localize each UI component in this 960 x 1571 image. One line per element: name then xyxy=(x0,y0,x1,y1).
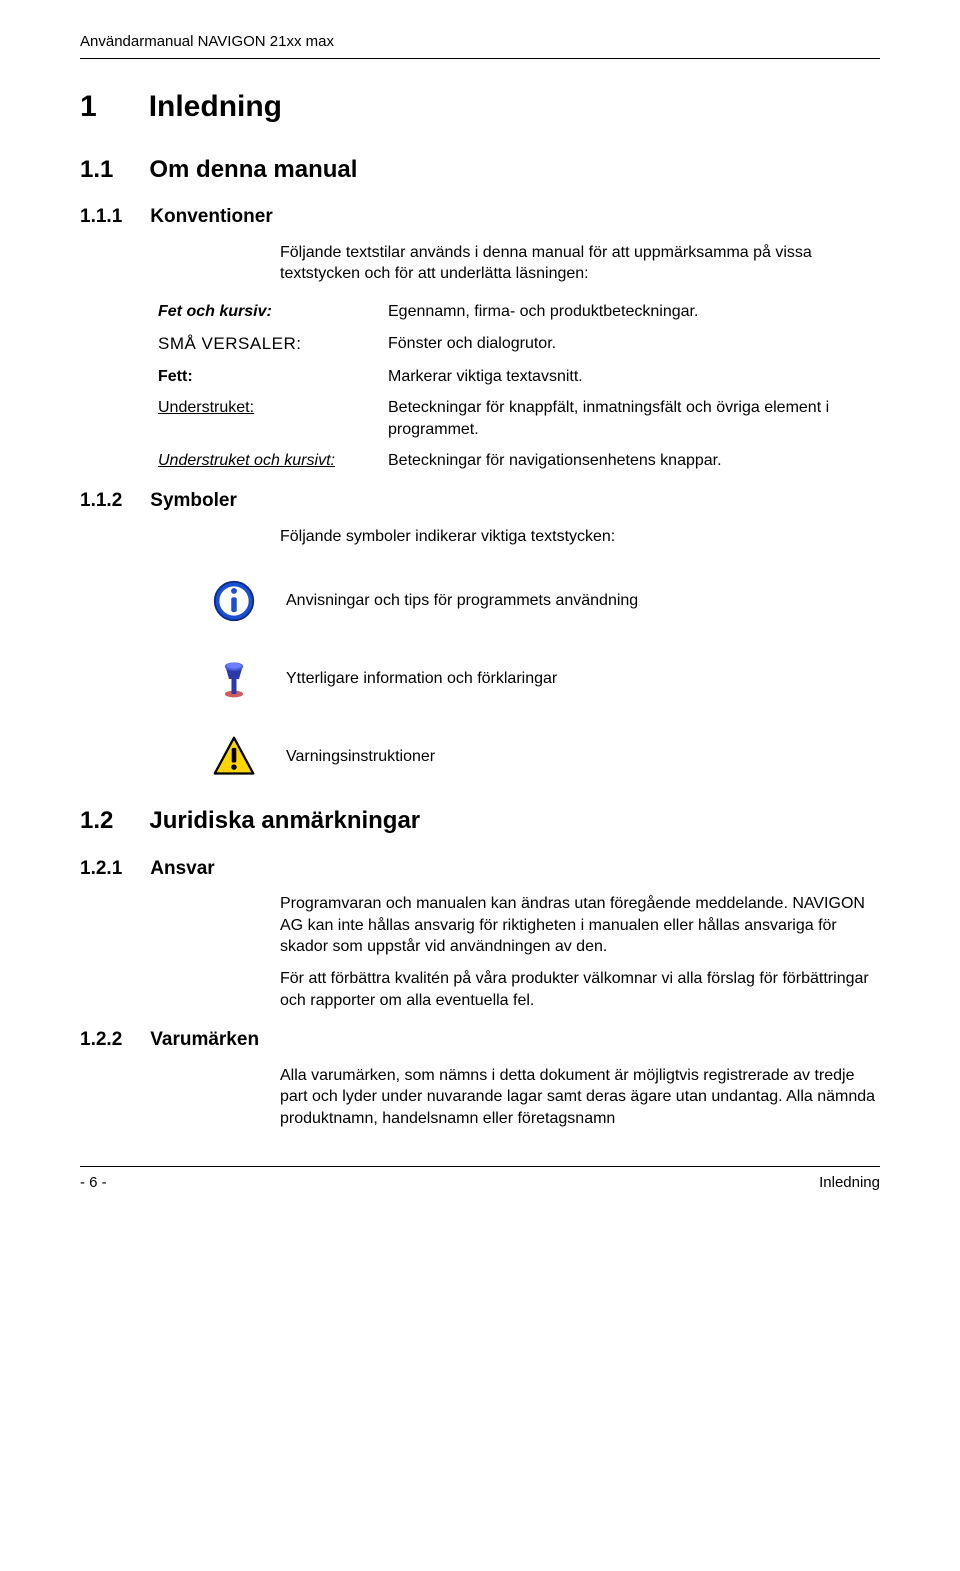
conv-desc: Beteckningar för navigationsenhetens kna… xyxy=(388,450,880,472)
paragraph: Alla varumärken, som nämns i detta dokum… xyxy=(280,1065,880,1130)
paragraph: För att förbättra kvalitén på våra produ… xyxy=(280,968,880,1011)
page-number: - 6 - xyxy=(80,1173,107,1193)
symbol-row-moreinfo: Ytterligare information och förklaringar xyxy=(210,655,880,703)
symbol-text: Anvisningar och tips för programmets anv… xyxy=(286,590,638,612)
page-footer: - 6 - Inledning xyxy=(80,1166,880,1193)
conv-term-underline: Understruket: xyxy=(158,397,388,419)
chapter-heading: 1 Inledning xyxy=(80,87,880,128)
subsection-heading-1-2-2: 1.2.2 Varumärken xyxy=(80,1027,880,1053)
conv-row: Fet och kursiv: Egennamn, firma- och pro… xyxy=(158,301,880,323)
conv-desc: Egennamn, firma- och produktbeteckningar… xyxy=(388,301,880,323)
subsection-title: Varumärken xyxy=(150,1027,259,1053)
footer-rule xyxy=(80,1166,880,1167)
chapter-number: 1 xyxy=(80,87,97,128)
section-title: Juridiska anmärkningar xyxy=(149,805,420,837)
conv-row: Fett: Markerar viktiga textavsnitt. xyxy=(158,366,880,388)
header-rule xyxy=(80,58,880,59)
symbol-row-info: Anvisningar och tips för programmets anv… xyxy=(210,577,880,625)
conv-row: Understruket och kursivt: Beteckningar f… xyxy=(158,450,880,472)
subsection-number: 1.1.2 xyxy=(80,488,122,514)
subsection-title: Ansvar xyxy=(150,856,214,882)
symbol-text: Ytterligare information och förklaringar xyxy=(286,668,557,690)
conv-term-bold: Fett: xyxy=(158,366,388,388)
symbol-text: Varningsinstruktioner xyxy=(286,746,435,768)
subsection-number: 1.1.1 xyxy=(80,204,122,230)
subsection-title: Konventioner xyxy=(150,204,272,230)
conv-row: SMÅ VERSALER: Fönster och dialogrutor. xyxy=(158,333,880,356)
pushpin-icon xyxy=(210,655,258,703)
symbols-intro: Följande symboler indikerar viktiga text… xyxy=(280,526,880,548)
conv-term-smallcaps: SMÅ VERSALER: xyxy=(158,333,388,356)
section-number: 1.2 xyxy=(80,805,113,837)
conventions-table: Fet och kursiv: Egennamn, firma- och pro… xyxy=(158,301,880,472)
warning-icon xyxy=(210,733,258,781)
section-heading-1-1: 1.1 Om denna manual xyxy=(80,154,880,186)
section-title: Om denna manual xyxy=(149,154,357,186)
paragraph: Följande symboler indikerar viktiga text… xyxy=(280,526,880,548)
paragraph: Följande textstilar används i denna manu… xyxy=(280,242,880,285)
info-icon xyxy=(210,577,258,625)
conventions-intro: Följande textstilar används i denna manu… xyxy=(280,242,880,285)
conv-desc: Markerar viktiga textavsnitt. xyxy=(388,366,880,388)
conv-term-bold-italic: Fet och kursiv: xyxy=(158,301,388,323)
paragraph: Programvaran och manualen kan ändras uta… xyxy=(280,893,880,958)
conv-desc: Fönster och dialogrutor. xyxy=(388,333,880,355)
section-number: 1.1 xyxy=(80,154,113,186)
conv-row: Understruket: Beteckningar för knappfält… xyxy=(158,397,880,440)
subsection-number: 1.2.2 xyxy=(80,1027,122,1053)
conv-term-underline-italic: Understruket och kursivt: xyxy=(158,450,388,472)
subsection-number: 1.2.1 xyxy=(80,856,122,882)
section-heading-1-2: 1.2 Juridiska anmärkningar xyxy=(80,805,880,837)
footer-section: Inledning xyxy=(819,1173,880,1193)
chapter-title: Inledning xyxy=(149,87,282,128)
symbol-row-warning: Varningsinstruktioner xyxy=(210,733,880,781)
doc-header: Användarmanual NAVIGON 21xx max xyxy=(80,32,880,52)
subsection-title: Symboler xyxy=(150,488,237,514)
ansvar-body: Programvaran och manualen kan ändras uta… xyxy=(280,893,880,1011)
conv-desc: Beteckningar för knappfält, inmatningsfä… xyxy=(388,397,880,440)
subsection-heading-1-1-2: 1.1.2 Symboler xyxy=(80,488,880,514)
subsection-heading-1-2-1: 1.2.1 Ansvar xyxy=(80,856,880,882)
subsection-heading-1-1-1: 1.1.1 Konventioner xyxy=(80,204,880,230)
varumarken-body: Alla varumärken, som nämns i detta dokum… xyxy=(280,1065,880,1130)
